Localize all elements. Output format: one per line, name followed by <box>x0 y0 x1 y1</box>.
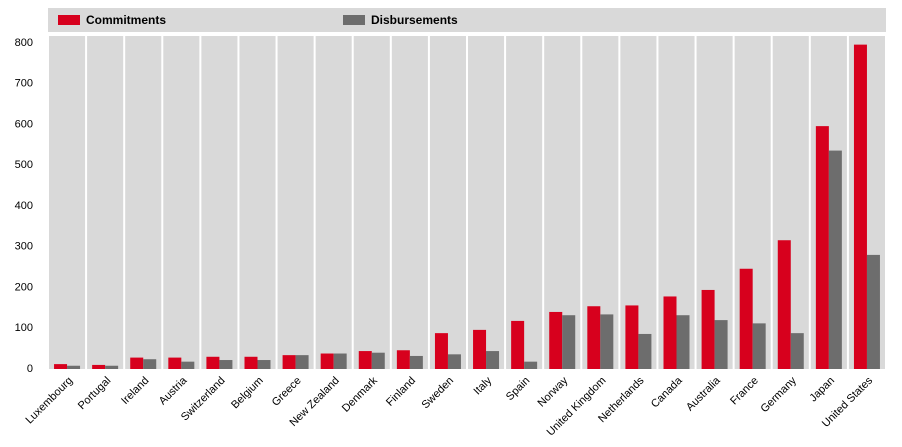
x-tick-label: Finland <box>384 375 418 409</box>
legend-swatch <box>343 15 365 25</box>
bar <box>105 365 119 369</box>
y-tick-label: 400 <box>15 200 33 212</box>
bar <box>257 360 271 369</box>
bar <box>549 311 563 369</box>
bar <box>295 355 309 369</box>
bar <box>130 357 144 369</box>
bar <box>92 364 106 369</box>
legend-label: Commitments <box>86 13 166 27</box>
bar <box>447 354 461 369</box>
column-background <box>163 36 200 369</box>
x-tick-label: Denmark <box>340 374 380 414</box>
x-tick-label: France <box>728 375 761 408</box>
x-tick-label: Norway <box>536 374 571 409</box>
y-tick-label: 300 <box>15 241 33 253</box>
column-background <box>429 36 466 369</box>
y-tick-label: 500 <box>15 159 33 171</box>
bar <box>600 314 614 369</box>
column-background <box>87 36 124 369</box>
x-tick-label: Luxembourg <box>23 375 75 427</box>
x-tick-label: Greece <box>270 375 304 409</box>
x-tick-label: Belgium <box>229 375 266 412</box>
bar <box>701 289 715 369</box>
column-background <box>315 36 352 369</box>
column-background <box>125 36 162 369</box>
bar <box>244 356 258 369</box>
bar <box>663 296 677 369</box>
bar <box>434 333 448 369</box>
bar <box>676 315 690 369</box>
column-background <box>201 36 238 369</box>
column-background <box>239 36 276 369</box>
column-background <box>277 36 314 369</box>
x-tick-label: Australia <box>684 374 723 413</box>
column-background <box>468 36 505 369</box>
y-tick-label: 0 <box>27 363 33 375</box>
y-tick-label: 600 <box>15 118 33 130</box>
bar <box>396 350 410 369</box>
bar <box>562 315 576 369</box>
bar <box>866 254 880 369</box>
x-tick-label: Japan <box>807 375 837 405</box>
x-tick-label: Sweden <box>420 375 457 412</box>
x-tick-label: Germany <box>758 374 799 415</box>
bar <box>206 356 220 369</box>
bar <box>815 126 829 369</box>
bar <box>790 333 804 369</box>
y-tick-label: 100 <box>15 322 33 334</box>
bar <box>777 240 791 369</box>
bar <box>181 361 195 369</box>
bar <box>511 320 525 369</box>
bar <box>473 329 487 369</box>
column-background <box>353 36 390 369</box>
bar <box>853 44 867 369</box>
legend-swatch <box>58 15 80 25</box>
bar <box>486 351 500 369</box>
bar <box>320 353 334 369</box>
bar <box>739 268 753 369</box>
x-tick-label: Spain <box>504 375 532 403</box>
bar <box>371 352 385 369</box>
bar <box>409 355 423 369</box>
x-tick-label: Ireland <box>119 375 151 407</box>
bar <box>219 360 233 369</box>
x-tick-label: Austria <box>157 374 190 407</box>
column-background <box>49 36 86 369</box>
bar <box>333 353 347 369</box>
column-background <box>506 36 543 369</box>
y-tick-label: 200 <box>15 281 33 293</box>
bar <box>168 357 182 369</box>
bar <box>67 365 81 369</box>
bar <box>714 320 728 369</box>
bar <box>282 355 296 369</box>
bar <box>54 364 68 369</box>
bar <box>625 305 639 369</box>
bar <box>524 361 538 369</box>
x-tick-label: Italy <box>471 374 494 397</box>
bar <box>638 333 652 369</box>
bar <box>143 359 157 369</box>
x-tick-label: Portugal <box>76 375 113 412</box>
bar <box>828 150 842 369</box>
bar <box>752 323 766 369</box>
legend-background <box>48 8 886 32</box>
x-tick-label: Canada <box>649 374 685 410</box>
y-tick-label: 800 <box>15 37 33 49</box>
column-background <box>391 36 428 369</box>
legend-label: Disbursements <box>371 13 458 27</box>
bar <box>587 306 601 369</box>
bar <box>358 351 372 369</box>
y-tick-label: 700 <box>15 78 33 90</box>
